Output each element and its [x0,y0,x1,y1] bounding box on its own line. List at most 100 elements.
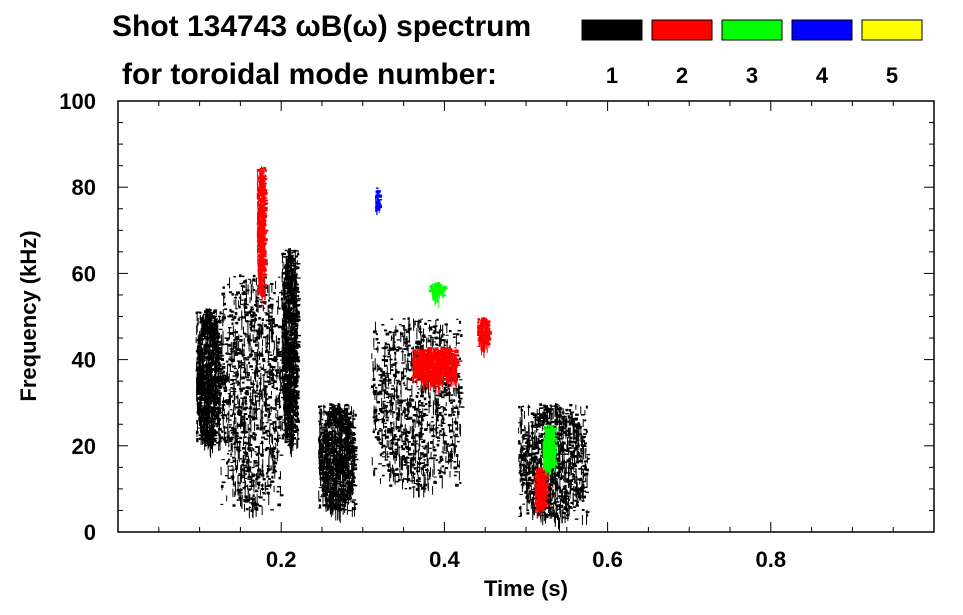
spectral-mark [250,321,253,324]
spectral-mark [250,315,255,318]
spectral-mark [223,426,225,438]
spectral-mark [284,310,286,317]
spectral-mark [256,374,259,378]
spectral-mark [346,502,348,515]
spectral-mark [344,414,347,417]
spectral-mark [254,451,257,453]
spectral-mark [351,506,353,517]
spectral-mark [292,399,294,406]
spectral-mark [196,390,200,393]
spectral-mark [336,437,338,445]
spectral-mark [413,449,415,460]
spectral-mark [261,506,263,516]
spectral-mark [335,503,337,511]
spectral-mark [248,361,251,365]
spectral-mark [221,430,224,433]
spectral-mark [237,348,241,351]
spectral-mark [241,476,243,483]
spectral-mark [222,370,226,372]
spectral-mark [277,371,281,374]
spectral-mark [352,456,357,458]
spectral-mark [228,314,233,317]
spectral-mark [377,412,380,415]
spectral-mark [282,285,284,292]
spectral-mark [292,318,294,327]
spectral-mark [289,264,294,267]
spectral-mark [241,387,245,390]
spectral-mark [247,478,252,480]
spectral-mark [290,443,292,458]
spectral-mark [249,485,253,488]
spectral-mark [293,341,295,350]
spectral-mark [273,460,276,463]
spectral-mark [320,464,322,471]
spectral-mark [230,452,232,458]
spectral-mark [240,397,244,399]
spectral-mark [325,412,330,416]
spectral-mark [294,318,298,321]
spectral-mark [229,395,233,398]
spectral-mark [208,349,210,361]
spectral-mark [201,370,205,373]
spectral-mark [277,431,279,443]
spectral-mark [263,376,265,391]
spectral-mark [277,486,281,488]
spectral-mark [294,268,298,270]
spectral-mark [230,358,234,362]
spectral-mark [243,454,245,464]
spectral-mark [455,388,457,397]
spectral-mark [273,372,275,386]
spectral-mark [290,313,294,315]
spectral-mark [215,402,219,404]
spectral-mark [283,331,285,341]
spectral-mark [292,442,294,452]
spectral-mark [418,448,420,461]
spectral-mark [339,424,341,436]
spectral-mark [325,493,327,506]
spectral-mark [283,398,285,412]
spectral-mark [253,279,256,282]
spectral-mark [293,350,298,353]
spectral-mark [347,416,352,420]
spectral-mark [255,506,258,509]
spectral-mark [411,471,415,474]
spectral-mark [200,410,204,412]
spectral-mark [329,499,333,501]
spectral-mark [287,259,289,273]
spectral-mark [241,467,243,477]
spectral-mark [241,363,244,366]
spectral-mark [216,335,221,337]
spectral-mark [234,431,239,435]
spectral-mark [320,448,322,463]
spectral-mark [213,337,217,341]
spectral-mark [206,319,210,322]
spectral-mark [350,484,355,486]
spectral-mark [212,433,217,437]
spectral-mark [328,457,330,468]
spectral-mark [234,322,239,324]
spectral-mark [213,341,217,343]
spectral-mark [286,427,288,437]
spectral-mark [237,446,239,460]
spectral-mark [391,395,396,398]
spectral-mark [400,332,404,336]
spectral-mark [232,434,235,436]
spectral-mark [197,366,199,377]
spectral-mark [222,365,226,369]
spectral-mark [321,477,325,480]
spectral-mark [239,436,243,440]
spectral-mark [247,423,249,431]
spectral-mark [238,274,242,278]
spectral-mark [411,385,413,397]
spectral-mark [292,396,296,399]
legend-swatch-4 [791,19,853,41]
spectral-mark [242,481,246,484]
spectral-mark [271,475,274,479]
spectral-mark [284,302,288,305]
spectral-mark [244,477,248,480]
spectral-mark [290,363,295,366]
spectral-mark [334,498,336,505]
spectral-mark [276,348,280,351]
spectral-mark [439,330,441,341]
spectral-mark [258,317,261,320]
